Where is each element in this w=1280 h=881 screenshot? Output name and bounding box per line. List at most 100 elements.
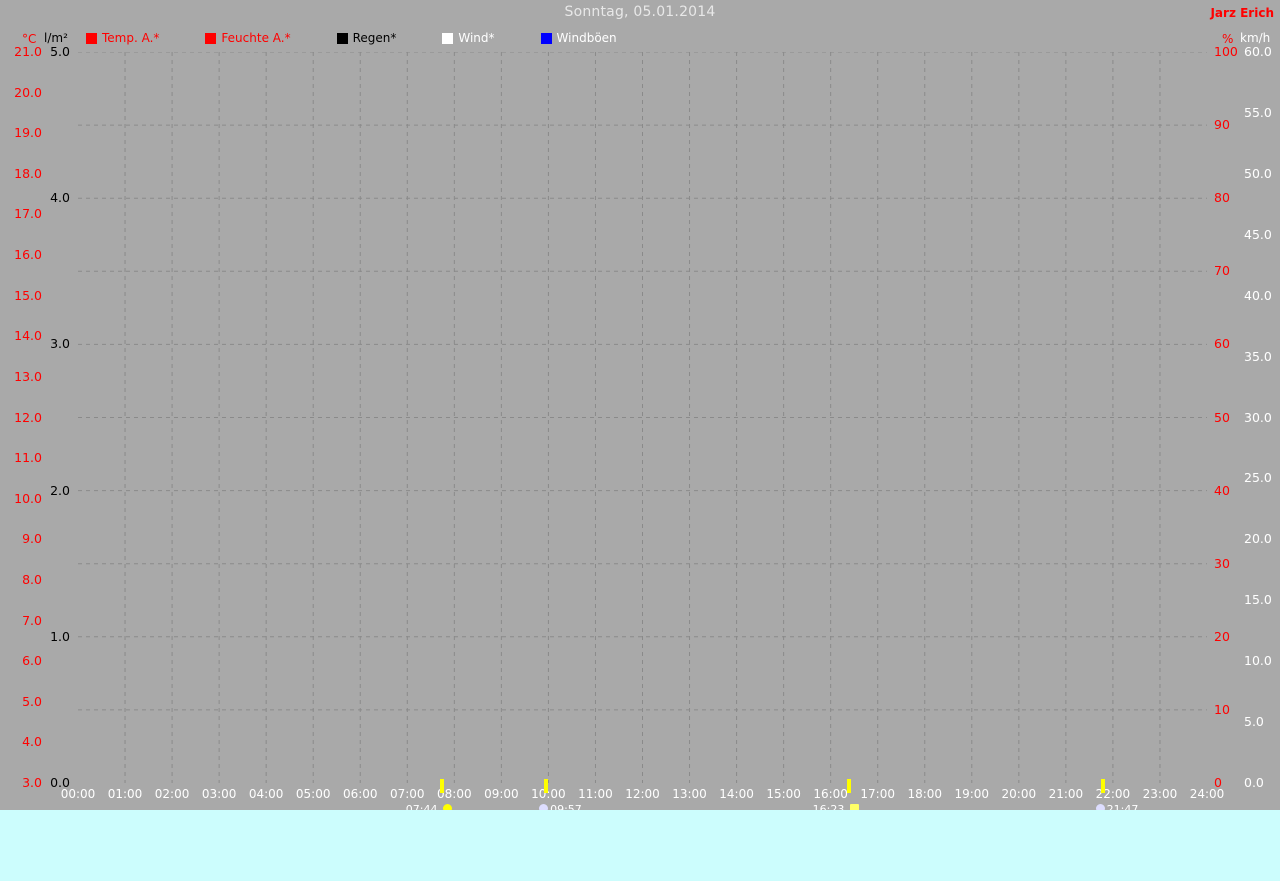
axis-tick-label: 19.0	[14, 125, 42, 141]
axis-tick-label: 15.0	[1244, 592, 1272, 608]
time-tick-label: 07:00	[389, 787, 425, 801]
axis-unit-humidity: %	[1222, 32, 1234, 46]
time-tick-label: 08:00	[437, 787, 472, 801]
axis-unit-wind: km/h	[1240, 31, 1271, 45]
axis-tick-label: 0	[1214, 775, 1222, 790]
time-tick-label: 21:00	[1048, 787, 1084, 801]
axis-tick-label: 8.0	[22, 571, 42, 587]
axis-tick-label: 40.0	[1244, 287, 1272, 303]
axis-tick-label: 45.0	[1244, 226, 1272, 242]
axis-tick-label: 18.0	[14, 165, 42, 181]
axis-tick-label: 100	[1214, 44, 1238, 59]
summary-table	[0, 810, 1280, 881]
axis-tick-label: 11.0	[14, 450, 42, 466]
axis-tick-label: 40	[1214, 482, 1230, 498]
axis-tick-label: 80	[1214, 190, 1230, 206]
axis-tick-label: 20.0	[14, 84, 42, 100]
sun-icon	[442, 804, 452, 813]
axis-tick-label: 5.0	[22, 693, 42, 709]
time-tick-label: 18:00	[907, 787, 943, 801]
legend-label: Temp. A.*	[102, 31, 160, 45]
moon-icon	[539, 804, 549, 813]
time-tick-label: 15:00	[766, 787, 801, 801]
time-tick-label: 14:00	[719, 787, 754, 801]
axis-tick-label: 12.0	[14, 409, 42, 425]
axis-tick-label: 20.0	[1244, 531, 1272, 547]
axis-tick-label: 10	[1214, 701, 1230, 717]
time-tick-label: 09:00	[484, 787, 519, 801]
time-tick-label: 23:00	[1142, 787, 1178, 801]
moonset-icon	[849, 804, 859, 813]
axis-tick-label: 5.0	[1244, 714, 1264, 730]
axis-tick-label: 20	[1214, 628, 1230, 644]
axis-tick-label: 1.0	[50, 628, 70, 644]
time-tick-label: 02:00	[154, 787, 190, 801]
axis-tick-label: 6.0	[22, 653, 42, 669]
time-tick-label: 17:00	[860, 787, 895, 801]
legend-regen[interactable]: Regen*	[336, 31, 397, 45]
axis-tick-label: 0.0	[50, 775, 70, 790]
time-tick-label: 06:00	[342, 787, 378, 801]
axis-tick-label: 4.0	[50, 190, 70, 206]
legend-label: Feuchte A.*	[221, 31, 291, 45]
axis-tick-label: 3.0	[22, 775, 42, 790]
axis-tick-label: 9.0	[22, 531, 42, 547]
rain-axis-ticks: 5.0 4.0 3.0 2.0 1.0 0.0	[0, 0, 74, 881]
time-tick-label: 12:00	[625, 787, 660, 801]
axis-tick-label: 10.0	[1244, 653, 1272, 669]
time-tick-label: 03:00	[201, 787, 237, 801]
legend-temp-aussen[interactable]: Temp. A.*	[86, 31, 159, 45]
axis-tick-label: 25.0	[1244, 470, 1272, 486]
sun-marker-tick	[439, 779, 444, 793]
axis-tick-label: 7.0	[22, 612, 42, 628]
axis-tick-label: 13.0	[14, 368, 42, 384]
time-tick-label: 01:00	[107, 787, 143, 801]
axis-unit-rain: l/m²	[44, 31, 68, 45]
moon-icon	[1095, 804, 1105, 813]
axis-tick-label: 14.0	[14, 328, 42, 344]
time-tick-label: 10:00	[531, 787, 566, 801]
axis-unit-temp: °C	[22, 32, 37, 46]
legend-swatch-icon	[336, 32, 348, 44]
axis-tick-label: 21.0	[14, 44, 42, 59]
legend-label: Regen*	[352, 31, 397, 45]
axis-tick-label: 2.0	[50, 482, 70, 498]
axis-tick-label: 60.0	[1244, 44, 1272, 59]
axis-tick-label: 35.0	[1244, 348, 1272, 364]
legend-wind[interactable]: Wind*	[442, 31, 495, 45]
chart-svg	[78, 52, 1207, 783]
legend-feuchte-aussen[interactable]: Feuchte A.*	[205, 31, 291, 45]
chart-legend: Temp. A.* Feuchte A.* Regen* Wind* Windböen	[86, 31, 663, 45]
time-tick-label: 13:00	[672, 787, 707, 801]
axis-tick-label: 15.0	[14, 287, 42, 303]
page-title: Sonntag, 05.01.2014	[564, 4, 716, 20]
axis-tick-label: 50	[1214, 409, 1230, 425]
sun-marker-tick	[1100, 779, 1105, 793]
time-tick-label: 04:00	[248, 787, 284, 801]
legend-label: Wind*	[458, 31, 495, 45]
time-tick-label: 16:00	[813, 787, 848, 801]
time-tick-label: 00:00	[60, 787, 96, 801]
chart-plot-area[interactable]	[78, 52, 1207, 783]
sun-marker-tick	[846, 779, 851, 793]
axis-tick-label: 60	[1214, 336, 1230, 352]
axis-tick-label: 70	[1214, 263, 1230, 279]
time-tick-label: 24:00	[1189, 787, 1225, 801]
legend-swatch-icon	[540, 32, 552, 44]
axis-tick-label: 16.0	[14, 247, 42, 263]
axis-tick-label: 30.0	[1244, 409, 1272, 425]
sun-marker-tick	[544, 779, 549, 793]
axis-tick-label: 4.0	[22, 734, 42, 750]
axis-tick-label: 10.0	[14, 490, 42, 506]
legend-swatch-icon	[442, 32, 454, 44]
legend-swatch-icon	[86, 32, 97, 44]
time-tick-label: 19:00	[954, 787, 990, 801]
axis-tick-label: 30	[1214, 555, 1230, 571]
axis-tick-label: 17.0	[14, 206, 42, 222]
time-tick-label: 11:00	[578, 787, 613, 801]
legend-windboeen[interactable]: Windböen	[540, 31, 617, 45]
